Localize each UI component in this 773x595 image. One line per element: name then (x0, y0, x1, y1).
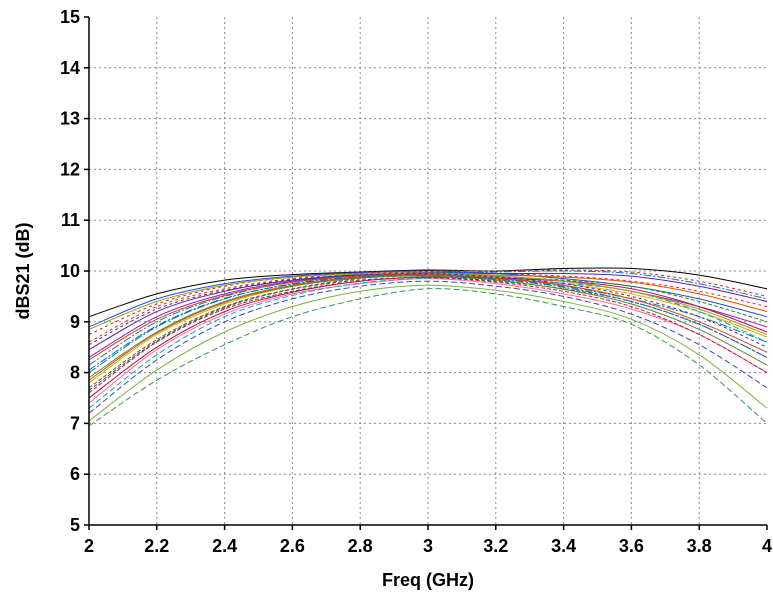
x-tick-label: 2.8 (348, 536, 373, 556)
x-tick-label: 3.6 (619, 536, 644, 556)
series-line (88, 272, 768, 348)
x-tick-label: 2 (84, 536, 94, 556)
y-axis-title: dBS21 (dB) (13, 222, 33, 319)
series-line (88, 269, 768, 335)
y-tick-label: 7 (70, 413, 80, 433)
x-tick-label: 3.4 (551, 536, 576, 556)
series-line (88, 267, 768, 318)
series-line (88, 275, 768, 381)
series-line (88, 270, 768, 366)
series-line (88, 274, 768, 389)
x-tick-label: 4 (762, 536, 772, 556)
series-line (88, 274, 768, 384)
y-tick-label: 12 (60, 159, 80, 179)
y-tick-label: 5 (70, 515, 80, 535)
x-tick-label: 3.8 (687, 536, 712, 556)
series-line (88, 274, 768, 371)
x-tick-label: 3.2 (483, 536, 508, 556)
y-tick-label: 6 (70, 464, 80, 484)
series-line (88, 273, 768, 361)
series-line (88, 277, 768, 391)
series-line (88, 271, 768, 343)
y-tick-label: 9 (70, 312, 80, 332)
y-tick-label: 13 (60, 109, 80, 129)
x-tick-label: 3 (423, 536, 433, 556)
x-tick-label: 2.6 (280, 536, 305, 556)
tick-labels: 2 2.2 2.4 2.6 2.8 3 3.2 3.4 3.6 3.8 4 5 6 7 8 9 10 11 12 13… (60, 7, 772, 556)
series-line (88, 280, 768, 414)
y-tick-label: 10 (60, 261, 80, 281)
series-line (88, 273, 768, 379)
y-tick-label: 14 (60, 58, 80, 78)
series-line (88, 272, 768, 335)
series-line (88, 288, 768, 427)
x-tick-label: 2.4 (212, 536, 237, 556)
series-line (88, 284, 768, 422)
y-tick-label: 8 (70, 363, 80, 383)
x-tick-label: 2.2 (144, 536, 169, 556)
x-axis-title: Freq (GHz) (382, 570, 474, 590)
series-group (88, 267, 768, 427)
grid (89, 17, 767, 525)
y-tick-label: 15 (60, 7, 80, 27)
axes (84, 16, 768, 530)
y-tick-label: 11 (61, 210, 80, 230)
